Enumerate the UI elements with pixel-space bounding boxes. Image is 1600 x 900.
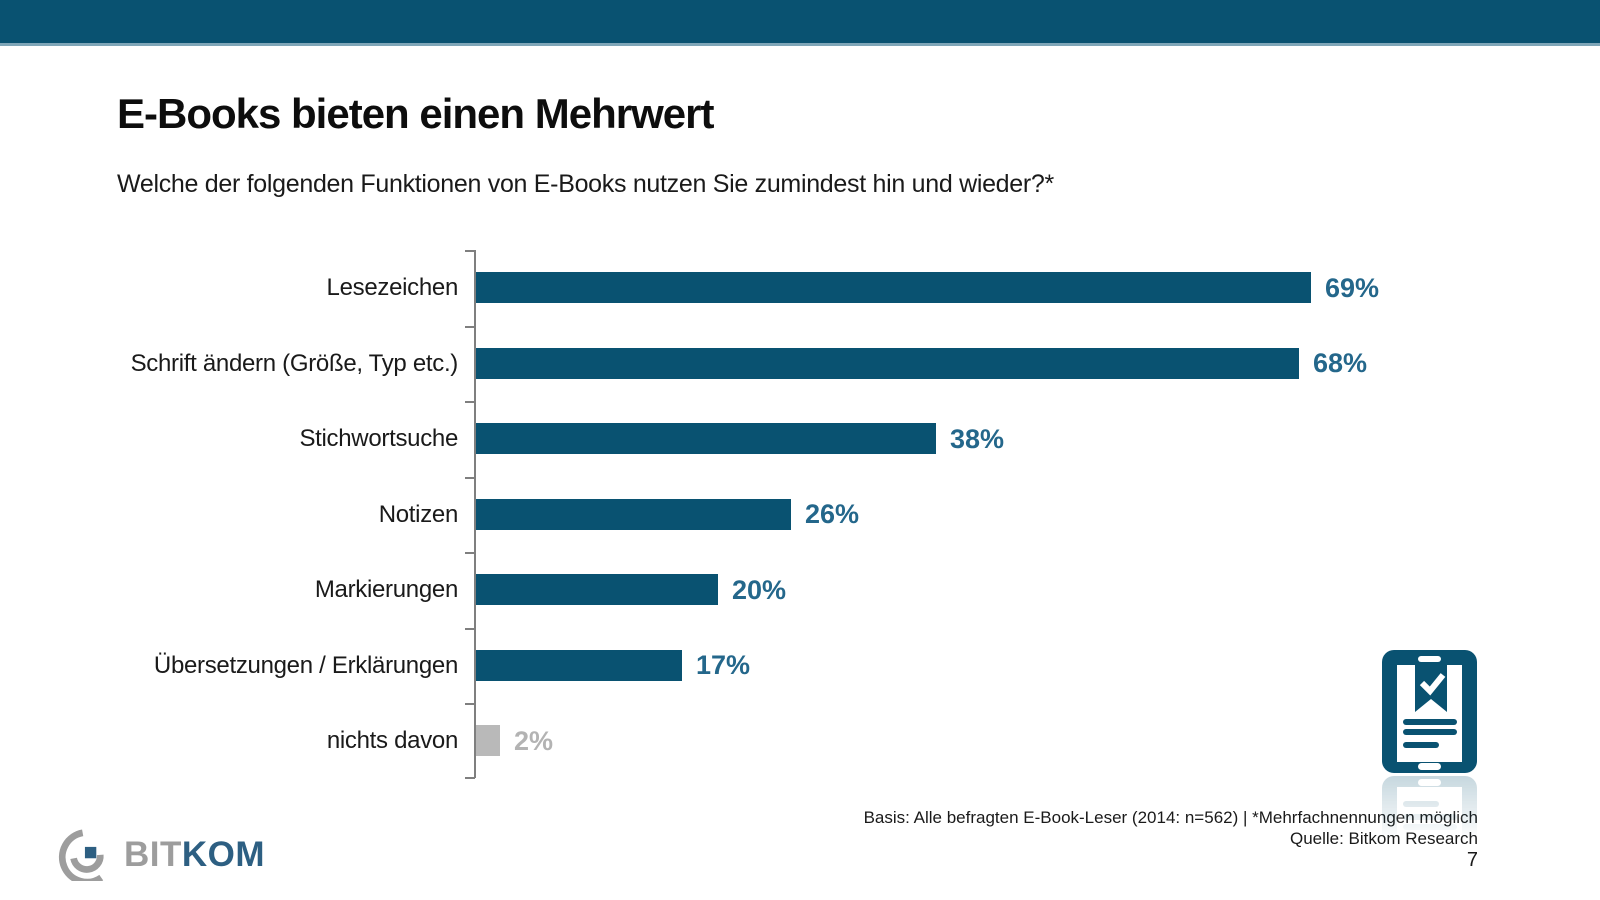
chart-row: Markierungen 20% xyxy=(0,552,1600,628)
chart-row: Notizen 26% xyxy=(0,477,1600,553)
page-title: E-Books bieten einen Mehrwert xyxy=(117,90,714,137)
value-label: 20% xyxy=(732,574,787,605)
header-bar xyxy=(0,0,1600,46)
bitkom-logo-icon xyxy=(58,829,104,881)
source-note: Quelle: Bitkom Research xyxy=(1289,829,1478,848)
bar xyxy=(476,272,1311,303)
category-label: Notizen xyxy=(378,500,459,528)
bar xyxy=(476,725,500,756)
value-label: 38% xyxy=(950,423,1005,454)
chart-row: nichts davon 2% xyxy=(0,703,1600,779)
category-label: Stichwortsuche xyxy=(299,425,458,452)
logo-text-kom: KOM xyxy=(181,835,266,874)
basis-note: Basis: Alle befragten E-Book-Leser (2014… xyxy=(863,808,1478,827)
bitkom-logo: BITKOM xyxy=(56,818,265,882)
ebook-reader-icon-reflection xyxy=(1382,776,1477,899)
ebook-reader-icon xyxy=(1382,650,1477,773)
axis-tick xyxy=(465,401,475,403)
chart-row: Übersetzungen / Erklärungen 17% xyxy=(0,628,1600,704)
bar xyxy=(476,574,718,605)
category-label: Übersetzungen / Erklärungen xyxy=(153,651,458,679)
logo-text-bit: BIT xyxy=(124,835,182,874)
value-label: 17% xyxy=(696,650,751,680)
value-label: 69% xyxy=(1325,272,1380,303)
survey-question: Welche der folgenden Funktionen von E-Bo… xyxy=(117,170,1054,198)
y-axis-line xyxy=(474,250,476,778)
axis-tick xyxy=(465,477,475,479)
value-label: 68% xyxy=(1313,348,1368,378)
bar xyxy=(476,649,682,681)
bitkom-logo-text: BITKOM xyxy=(124,835,265,875)
axis-tick xyxy=(465,703,475,705)
bar xyxy=(476,423,936,454)
chart-row: Schrift ändern (Größe, Typ etc.) 68% xyxy=(0,326,1600,402)
category-label: Markierungen xyxy=(314,576,458,603)
axis-tick xyxy=(465,628,475,630)
footer-notes: Basis: Alle befragten E-Book-Leser (2014… xyxy=(864,807,1478,849)
value-label: 26% xyxy=(805,499,860,529)
value-label: 2% xyxy=(514,725,554,756)
chart-row: Stichwortsuche 38% xyxy=(0,401,1600,477)
axis-tick xyxy=(465,777,475,779)
category-label: Schrift ändern (Größe, Typ etc.) xyxy=(130,349,459,377)
page-number: 7 xyxy=(1467,849,1478,872)
axis-tick xyxy=(465,326,475,328)
chart-row: Lesezeichen 69% xyxy=(0,250,1600,326)
axis-tick xyxy=(465,552,475,554)
axis-tick xyxy=(465,250,475,252)
bar xyxy=(476,498,791,530)
category-label: nichts davon xyxy=(326,727,458,754)
category-label: Lesezeichen xyxy=(326,274,459,301)
bar-chart: Lesezeichen 69% Schrift ändern (Größe, T… xyxy=(0,250,1600,779)
bar xyxy=(476,347,1299,379)
